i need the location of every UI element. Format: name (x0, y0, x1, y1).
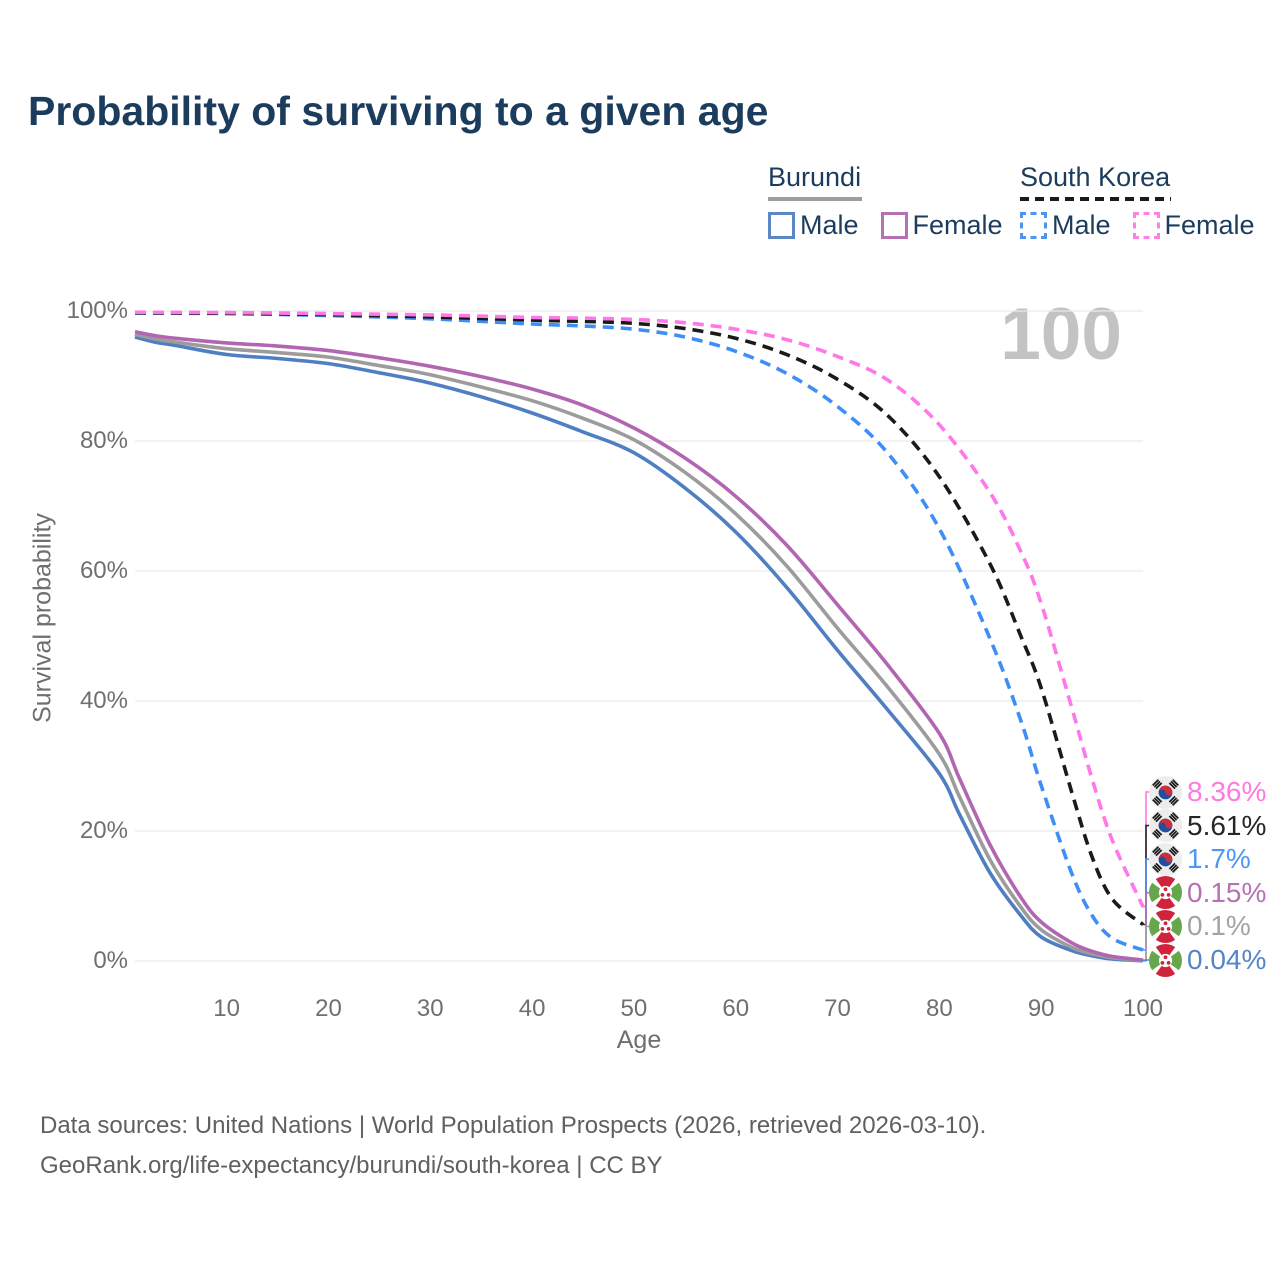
legend-group-burundi: Burundi Male Female (768, 162, 1003, 241)
y-tick-label: 20% (79, 817, 128, 844)
legend-label[interactable]: Male (1052, 210, 1111, 240)
legend-label[interactable]: Female (1164, 210, 1255, 240)
footer: Data sources: United Nations | World Pop… (40, 1106, 986, 1186)
end-label-burundi-female: 0.15% (1149, 876, 1267, 910)
x-tick-label: 30 (416, 995, 444, 1022)
end-label-value-south-korea-average: 5.61% (1187, 809, 1267, 841)
x-tick-label: 10 (213, 995, 240, 1022)
south-korea-flag-icon (1149, 809, 1182, 843)
x-tick-label: 50 (620, 995, 648, 1022)
y-tick-label: 0% (93, 947, 128, 974)
legend-group-burundi-title[interactable]: Burundi (768, 162, 862, 192)
footer-sources-line: Data sources: United Nations | World Pop… (40, 1112, 987, 1139)
end-label-burundi-male: 0.04% (1149, 943, 1267, 977)
end-label-burundi-average: 0.1% (1149, 909, 1251, 943)
legend-group-south-korea-title[interactable]: South Korea (1020, 162, 1171, 192)
end-label-value-burundi-male: 0.04% (1187, 944, 1267, 975)
y-tick-label: 60% (79, 557, 128, 584)
legend-items-burundi: Male Female (768, 210, 1003, 241)
legend-item-south-korea-female[interactable]: Female (1132, 210, 1255, 241)
x-tick-label: 70 (824, 995, 851, 1022)
end-label-value-south-korea-male: 1.7% (1187, 843, 1251, 875)
legend-item-burundi-male[interactable]: Male (768, 210, 859, 241)
south-korea-flag-icon (1149, 842, 1182, 876)
curve-burundi-average[interactable] (134, 332, 1144, 963)
legend-underline-south-korea (1020, 197, 1171, 201)
legend-label[interactable]: Male (800, 210, 859, 240)
curve-south-korea-male[interactable] (134, 311, 1144, 952)
end-label-south-korea-average: 5.61% (1149, 809, 1267, 843)
x-tick-label: 90 (1027, 995, 1055, 1022)
legend-item-burundi-female[interactable]: Female (880, 210, 1003, 241)
legend-label[interactable]: Female (912, 210, 1003, 240)
end-label-value-south-korea-female: 8.36% (1187, 776, 1267, 807)
legend-item-south-korea-male[interactable]: Male (1020, 210, 1111, 241)
footer-link-line: GeoRank.org/life-expectancy/burundi/sout… (40, 1152, 663, 1179)
end-label-south-korea-male: 1.7% (1149, 842, 1251, 876)
burundi-flag-icon (1149, 909, 1182, 943)
page-title: Probability of surviving to a given age (28, 88, 769, 134)
x-tick-label: 40 (518, 995, 546, 1022)
x-tick-label: 20 (315, 995, 342, 1022)
end-label-value-burundi-average: 0.1% (1187, 910, 1251, 942)
curve-south-korea-female[interactable] (134, 310, 1145, 908)
legend-swatch-male[interactable] (768, 212, 795, 239)
x-tick-label: 80 (926, 995, 953, 1022)
curve-burundi-female[interactable] (134, 330, 1144, 962)
burundi-flag-icon (1149, 876, 1182, 910)
legend-swatch-female[interactable] (1132, 212, 1160, 239)
burundi-flag-icon (1149, 943, 1182, 977)
south-korea-flag-icon (1149, 775, 1182, 809)
age-watermark: 100 (1000, 294, 1122, 375)
y-tick-label: 100% (66, 297, 128, 324)
legend-swatch-female[interactable] (880, 212, 908, 239)
end-label-value-burundi-female: 0.15% (1187, 876, 1267, 908)
legend-underline-burundi (768, 197, 862, 201)
y-tick-label: 80% (79, 427, 128, 454)
curve-south-korea-average[interactable] (134, 311, 1145, 926)
x-tick-label: 100 (1122, 995, 1164, 1022)
legend-group-south-korea: South Korea Male Female (1020, 162, 1255, 241)
end-label-south-korea-female: 8.36% (1149, 775, 1267, 809)
x-axis-title: Age (616, 1026, 662, 1054)
legend-swatch-male[interactable] (1020, 212, 1047, 239)
legend-items-south-korea: Male Female (1020, 210, 1255, 241)
y-tick-label: 40% (79, 687, 128, 714)
curve-burundi-male[interactable] (134, 335, 1144, 963)
x-tick-label: 60 (722, 995, 750, 1022)
